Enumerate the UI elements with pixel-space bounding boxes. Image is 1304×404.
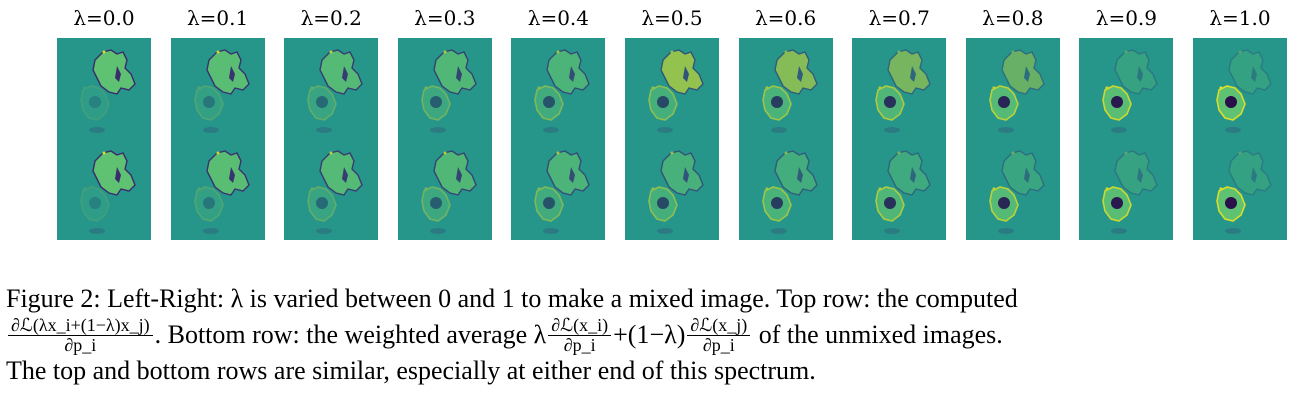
lambda-label: λ=0.7 [868, 6, 930, 30]
saliency-map-image [852, 38, 947, 240]
saliency-map-image [738, 38, 833, 240]
caption-text: . Bottom row: the weighted average λ [154, 320, 547, 349]
figure-caption: Figure 2: Left-Right: λ is varied betwee… [6, 281, 1300, 389]
caption-line-2: ∂ℒ(λx_i+(1−λ)x_j) ∂p_i. Bottom row: the w… [6, 315, 1300, 355]
lambda-label: λ=0.0 [73, 6, 135, 30]
fraction-gradient-xj: ∂ℒ(x_j) ∂p_i [687, 315, 751, 355]
lambda-label: λ=1.0 [1209, 6, 1271, 30]
fraction-numerator: ∂ℒ(x_i) [548, 315, 612, 336]
lambda-label: λ=0.8 [982, 6, 1044, 30]
saliency-map-image [284, 38, 379, 240]
caption-text: +(1−λ) [613, 320, 686, 349]
saliency-panel [852, 38, 947, 240]
saliency-panel [170, 38, 265, 240]
saliency-map-image [397, 38, 492, 240]
fraction-numerator: ∂ℒ(x_j) [687, 315, 751, 336]
saliency-map-image [57, 38, 151, 240]
saliency-map-image [1079, 38, 1174, 240]
saliency-panel [1079, 38, 1174, 240]
saliency-map-image [965, 38, 1060, 240]
fraction-denominator: ∂p_i [702, 334, 735, 355]
saliency-panel [511, 38, 606, 240]
saliency-panel [397, 38, 492, 240]
lambda-label: λ=0.6 [754, 6, 817, 30]
lambda-label: λ=0.5 [641, 6, 703, 30]
lambda-label: λ=0.2 [300, 6, 362, 30]
lambda-label: λ=0.1 [186, 6, 249, 30]
lambda-label: λ=0.4 [527, 6, 590, 30]
caption-text: of the unmixed images. [752, 320, 1003, 349]
fraction-numerator: ∂ℒ(λx_i+(1−λ)x_j) [8, 315, 153, 336]
fraction-denominator: ∂p_i [64, 334, 97, 355]
saliency-map-image [511, 38, 606, 240]
saliency-panel [625, 38, 719, 240]
fraction-gradient-xi: ∂ℒ(x_i) ∂p_i [548, 315, 612, 355]
caption-line-1: Figure 2: Left-Right: λ is varied betwee… [6, 284, 1018, 313]
caption-line-3: The top and bottom rows are similar, esp… [6, 356, 816, 385]
lambda-label: λ=0.3 [414, 6, 476, 30]
fraction-mixed-gradient: ∂ℒ(λx_i+(1−λ)x_j) ∂p_i [8, 315, 153, 355]
saliency-panel [1193, 38, 1287, 240]
saliency-map-image [625, 38, 719, 240]
lambda-label: λ=0.9 [1095, 6, 1158, 30]
saliency-panel [738, 38, 833, 240]
saliency-map-image [1193, 38, 1287, 240]
saliency-map-image [170, 38, 265, 240]
fraction-denominator: ∂p_i [563, 334, 596, 355]
saliency-panel [965, 38, 1060, 240]
saliency-panel [57, 38, 151, 240]
saliency-panel [284, 38, 379, 240]
